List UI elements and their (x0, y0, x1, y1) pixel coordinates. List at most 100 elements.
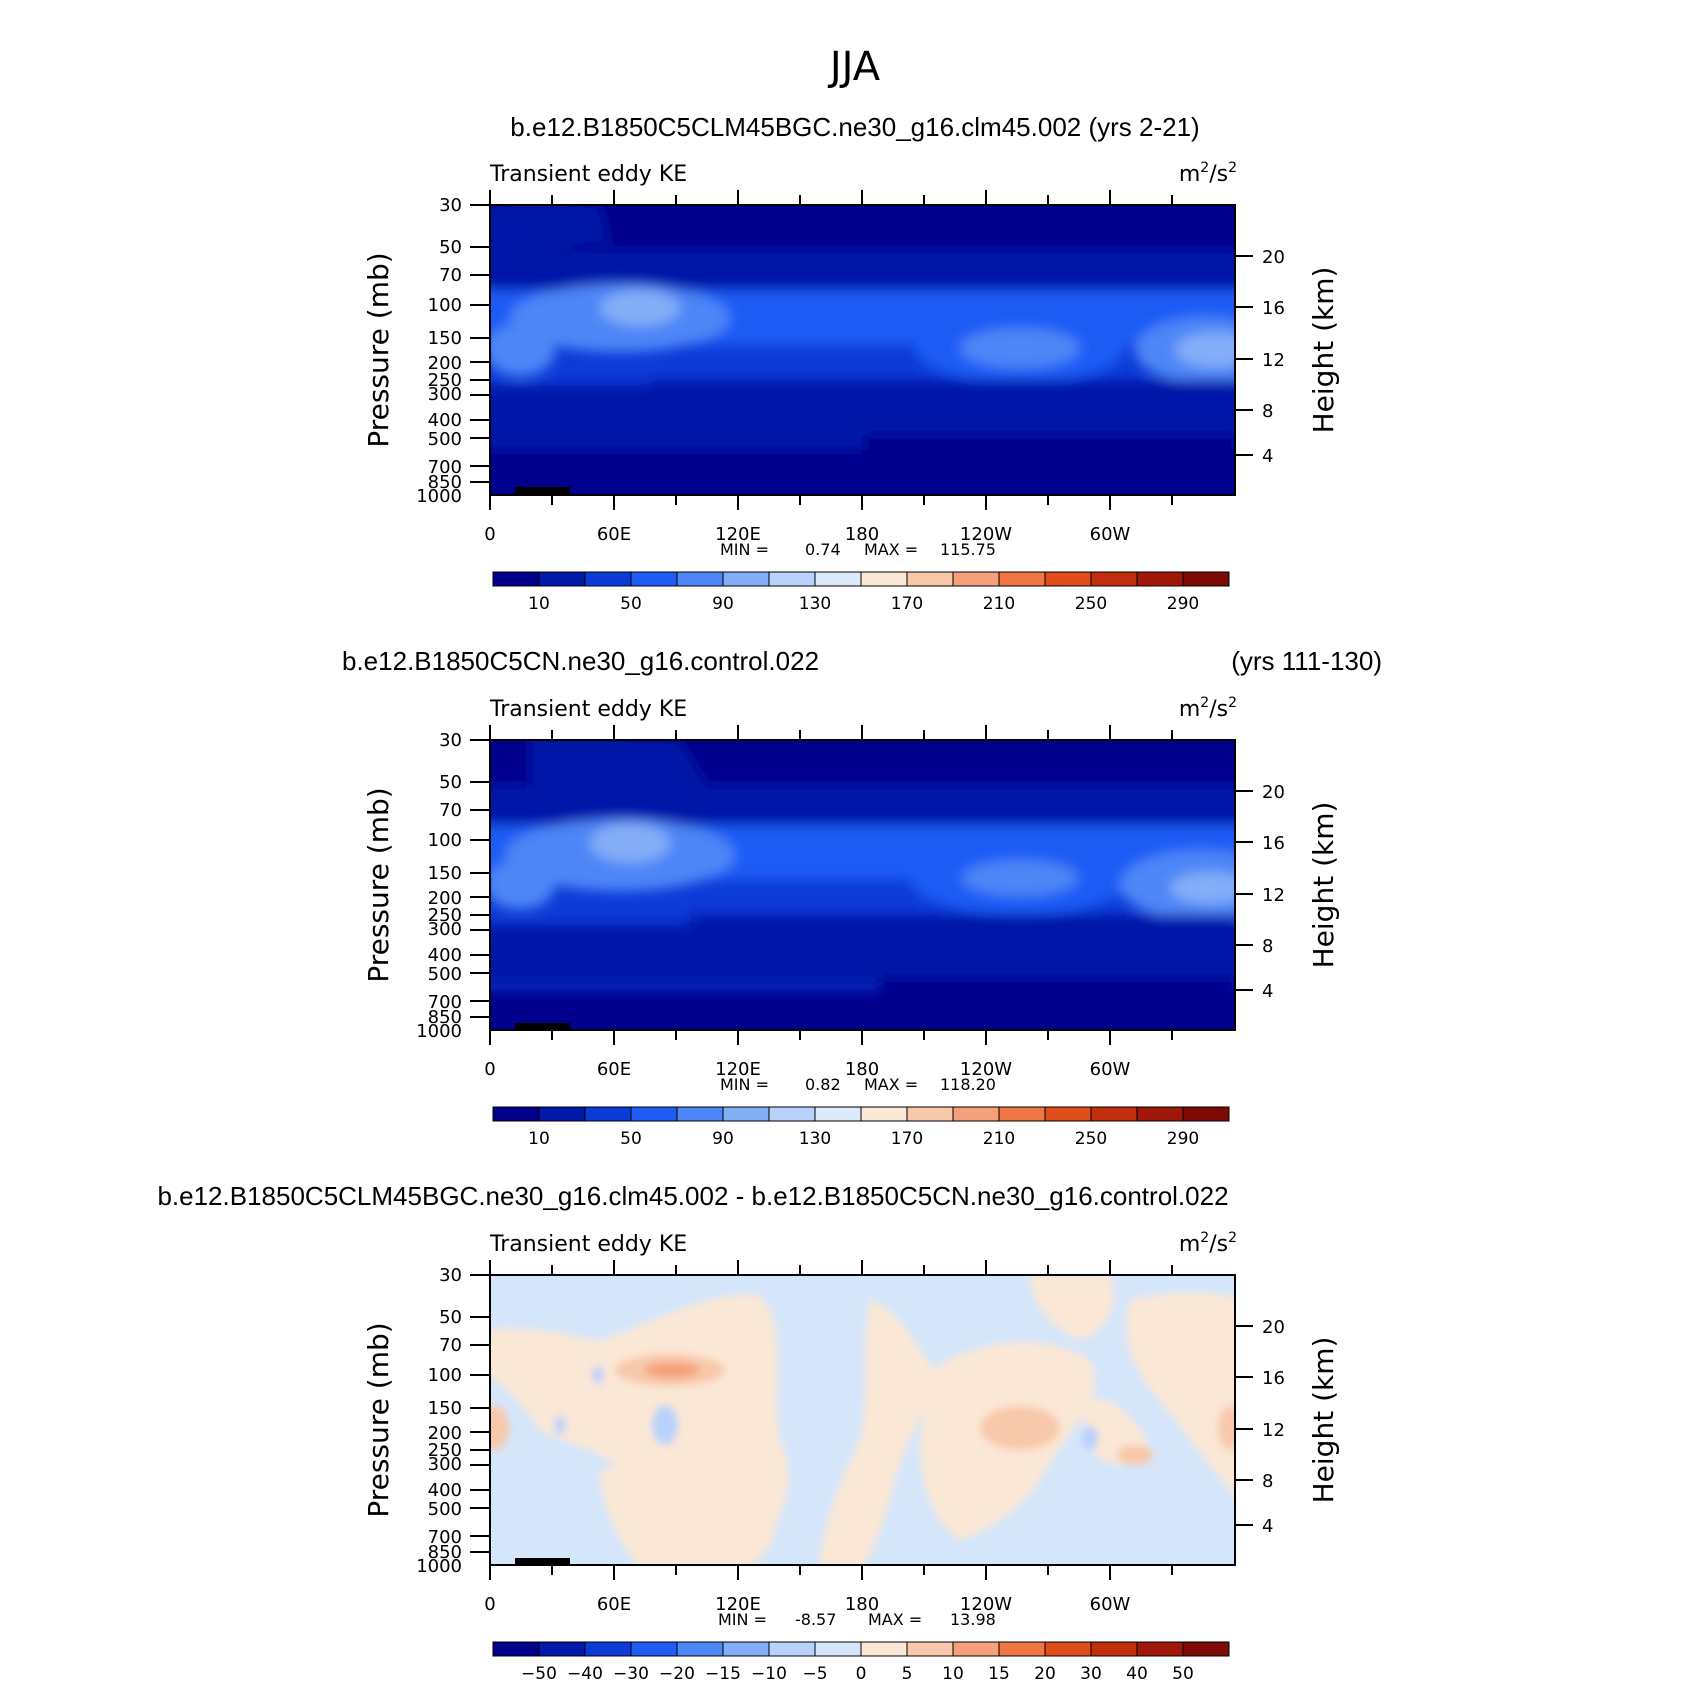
colorbar-swatch (676, 571, 724, 587)
y2-tick-label: 4 (1262, 446, 1273, 467)
panel-top-field-label: Transient eddy KE (489, 162, 687, 187)
y-tick-label: 30 (439, 1265, 462, 1286)
panel-top-y2label: Height (km) (1307, 267, 1340, 434)
colorbar-label: 130 (799, 594, 831, 614)
y-tick-label: 70 (439, 800, 462, 821)
colorbar-label: 290 (1167, 594, 1199, 614)
colorbar-swatch (860, 1641, 908, 1657)
panel-middle-ylabel: Pressure (mb) (362, 787, 395, 982)
y2-tick-label: 20 (1262, 782, 1285, 803)
y-tick-label: 30 (439, 730, 462, 751)
y-tick-label: 300 (428, 384, 462, 405)
x-tick-label: 120E (715, 1594, 761, 1615)
panel-top-colorbar: 10 50 90 130 170 210 250 290 (492, 571, 1230, 614)
colorbar-swatch (538, 1106, 586, 1122)
svg-text:MIN =: MIN = (720, 540, 769, 559)
colorbar-swatch (814, 1106, 862, 1122)
colorbar-swatch (998, 1106, 1046, 1122)
x-tick-label: 180 (845, 1594, 879, 1615)
panel-middle-field-label: Transient eddy KE (489, 697, 687, 722)
colorbar-swatch (1182, 571, 1230, 587)
colorbar-swatch (906, 571, 954, 587)
colorbar-label: −5 (802, 1664, 827, 1684)
svg-text:13.98: 13.98 (950, 1610, 996, 1629)
colorbar-swatch (860, 1106, 908, 1122)
colorbar-label: −50 (521, 1664, 557, 1684)
x-tick-label: 120W (960, 1594, 1012, 1615)
colorbar-swatch (630, 1641, 678, 1657)
panel-middle-y-axis: 30 50 70 100 150 200 250 300 400 500 700… (416, 730, 462, 1042)
panel-middle-x-axis: 0 60E 120E 180 120W 60W (484, 1059, 1130, 1080)
colorbar-swatch (952, 1106, 1000, 1122)
colorbar-swatch (952, 571, 1000, 587)
y-tick-label: 500 (428, 1499, 462, 1520)
colorbar-label: −40 (567, 1664, 603, 1684)
colorbar-label: 50 (620, 594, 642, 614)
panel-top-contour-field (490, 205, 1235, 495)
y-tick-label: 100 (428, 295, 462, 316)
y-tick-label: 700 (428, 457, 462, 478)
colorbar-swatch (1090, 571, 1138, 587)
svg-text:MIN =: MIN = (718, 1610, 767, 1629)
colorbar-label: 90 (712, 1129, 734, 1149)
x-tick-label: 60E (597, 524, 631, 545)
colorbar-swatch (768, 1641, 816, 1657)
y-tick-label: 150 (428, 863, 462, 884)
y-tick-label: 70 (439, 1335, 462, 1356)
y-tick-label: 500 (428, 964, 462, 985)
colorbar-swatch (768, 1106, 816, 1122)
y-tick-label: 1000 (416, 486, 462, 507)
colorbar-swatch (1044, 571, 1092, 587)
panel-top-units: m2/s2 (1179, 160, 1237, 187)
svg-text:0.74: 0.74 (805, 540, 841, 559)
y2-tick-label: 8 (1262, 1471, 1273, 1492)
colorbar-swatch (538, 1641, 586, 1657)
colorbar-swatch (630, 571, 678, 587)
y-tick-label: 50 (439, 1307, 462, 1328)
colorbar-label: −20 (659, 1664, 695, 1684)
colorbar-swatch (722, 571, 770, 587)
x-tick-label: 120E (715, 524, 761, 545)
y-tick-label: 400 (428, 410, 462, 431)
colorbar-swatch (676, 1106, 724, 1122)
x-tick-label: 60E (597, 1059, 631, 1080)
y-tick-label: 1000 (416, 1021, 462, 1042)
y2-tick-label: 4 (1262, 1516, 1273, 1537)
x-tick-label: 60E (597, 1594, 631, 1615)
y2-tick-label: 20 (1262, 1317, 1285, 1338)
colorbar-swatch (1182, 1106, 1230, 1122)
colorbar-label: 170 (891, 1129, 923, 1149)
y-tick-label: 700 (428, 1527, 462, 1548)
colorbar-swatch (1090, 1106, 1138, 1122)
y-tick-label: 250 (428, 370, 462, 391)
svg-text:MIN =: MIN = (720, 1075, 769, 1094)
colorbar-label: −30 (613, 1664, 649, 1684)
panel-difference-y2-axis: 20 16 12 8 4 (1262, 1317, 1285, 1537)
panel-middle-contour-field (490, 740, 1235, 1030)
colorbar-label: 290 (1167, 1129, 1199, 1149)
panel-difference: b.e12.B1850C5CLM45BGC.ne30_g16.clm45.002… (157, 1181, 1340, 1684)
x-tick-label: 60W (1090, 1594, 1131, 1615)
colorbar-swatch (1182, 1641, 1230, 1657)
svg-text:0.82: 0.82 (805, 1075, 841, 1094)
panel-difference-field-label: Transient eddy KE (489, 1232, 687, 1257)
panel-middle-minmax: MIN = 0.82 MAX = 118.20 (720, 1075, 996, 1094)
panel-difference-units: m2/s2 (1179, 1230, 1237, 1257)
colorbar-label: 50 (620, 1129, 642, 1149)
panel-top-case-title: b.e12.B1850C5CLM45BGC.ne30_g16.clm45.002… (510, 112, 1199, 142)
colorbar-swatch (998, 571, 1046, 587)
colorbar-swatch (998, 1641, 1046, 1657)
y-tick-label: 200 (428, 353, 462, 374)
colorbar-label: −15 (705, 1664, 741, 1684)
y2-tick-label: 16 (1262, 298, 1285, 319)
y-tick-label: 850 (428, 1542, 462, 1563)
x-tick-label: 180 (845, 524, 879, 545)
colorbar-label: 0 (856, 1664, 867, 1684)
colorbar-label: 170 (891, 594, 923, 614)
colorbar-label: 90 (712, 594, 734, 614)
colorbar-label: 10 (942, 1664, 964, 1684)
colorbar-label: −10 (751, 1664, 787, 1684)
panel-difference-colorbar: −50 −40 −30 −20 −15 −10 −5 0 5 10 15 20 30 40 50 (492, 1641, 1230, 1684)
colorbar-swatch (492, 1641, 540, 1657)
